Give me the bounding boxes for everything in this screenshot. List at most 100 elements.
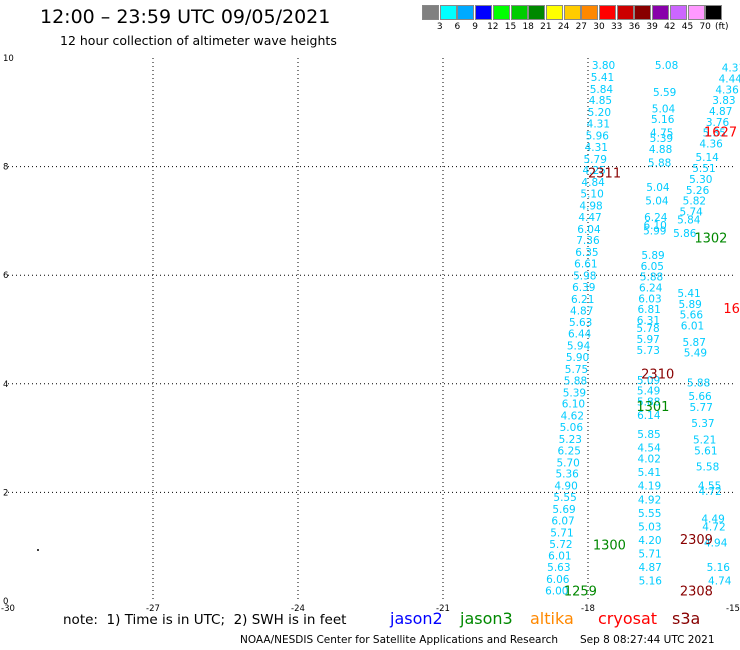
- wave-height-label: 5.98: [573, 271, 596, 283]
- wave-height-label: 5.84: [590, 84, 614, 96]
- wave-height-label: 5.99: [643, 225, 666, 237]
- wave-height-label: 6.35: [575, 247, 598, 259]
- footer-timestamp: Sep 8 08:27:44 UTC 2021: [580, 634, 715, 646]
- wave-height-label: 6.01: [681, 321, 704, 333]
- wave-height-label: 5.37: [691, 418, 714, 430]
- wave-height-label: 5.39: [563, 387, 586, 399]
- wave-height-label: 5.14: [695, 152, 719, 164]
- wave-height-label: 6.06: [546, 574, 570, 586]
- wave-height-label: 5.88: [637, 397, 660, 409]
- color-scale-label: 9: [472, 22, 478, 32]
- wave-height-label: 5.09: [637, 375, 660, 387]
- wave-height-label: 5.85: [637, 429, 660, 441]
- color-swatch: [528, 5, 546, 20]
- wave-height-label: 5.49: [637, 386, 660, 398]
- wave-height-label: 5.35: [703, 128, 726, 140]
- wave-height-label: 5.78: [636, 323, 659, 335]
- wave-height-label: 5.82: [683, 196, 706, 208]
- color-scale-label: 21: [540, 22, 552, 32]
- wave-height-label: 5.59: [653, 87, 676, 99]
- pass-time-label: 2311: [588, 166, 621, 181]
- pass-time-label: 1259: [564, 585, 597, 600]
- pass-time-label: 2309: [680, 533, 713, 548]
- wave-height-label: 5.89: [678, 299, 701, 311]
- wave-height-label: 5.69: [552, 504, 575, 516]
- wave-height-label: 5.63: [569, 317, 592, 329]
- wave-height-label: 4.31: [587, 119, 610, 131]
- wave-height-label: 5.04: [646, 182, 670, 194]
- wave-height-label: 6.24: [644, 212, 668, 224]
- color-scale-label: 70: [699, 22, 711, 32]
- wave-height-label: 6.61: [574, 259, 597, 271]
- y-tick-label: 6: [3, 271, 8, 281]
- wave-height-label: 4.84: [581, 177, 605, 189]
- wave-height-label: 5.75: [565, 364, 588, 376]
- wave-height-label: 5.88: [640, 272, 663, 284]
- wave-height-label: 6.25: [558, 445, 581, 457]
- footer-source: NOAA/NESDIS Center for Satellite Applica…: [240, 634, 558, 646]
- wave-height-label: 5.21: [693, 435, 716, 447]
- color-scale-label: 36: [628, 22, 641, 32]
- map-title: 12:00 – 23:59 UTC 09/05/2021: [40, 6, 331, 28]
- y-tick-label: 8: [3, 163, 8, 173]
- wave-height-label: 6.21: [571, 294, 594, 306]
- wave-height-label: 4.87: [709, 106, 732, 118]
- wave-height-label: 6.24: [639, 282, 663, 294]
- wave-height-label: 6.14: [637, 410, 661, 422]
- x-tick-label: -24: [291, 604, 305, 614]
- color-swatch: [492, 5, 510, 20]
- wave-height-label: 5.86: [673, 228, 697, 240]
- wave-height-label: 5.23: [559, 434, 582, 446]
- wave-height-label: 6.04: [577, 224, 601, 236]
- wave-height-label: 4.25: [582, 165, 605, 177]
- pass-time-label: 1300: [593, 538, 626, 553]
- wave-height-label: 6.01: [548, 551, 571, 563]
- satellite-legend-item: cryosat: [598, 609, 658, 628]
- wave-height-label: 5.16: [639, 576, 663, 588]
- map-subtitle: 12 hour collection of altimeter wave hei…: [60, 33, 337, 48]
- wave-height-label: 5.90: [566, 352, 589, 364]
- wave-height-label: 4.02: [638, 454, 661, 466]
- color-scale-label: 42: [664, 22, 676, 32]
- wave-height-label: 6.00: [545, 585, 568, 597]
- wave-height-label: 4.44: [719, 73, 740, 85]
- wave-height-label: 4.47: [578, 212, 601, 224]
- color-scale-label: 33: [610, 22, 623, 32]
- color-swatch: [475, 5, 493, 20]
- wave-height-label: 5.79: [584, 154, 607, 166]
- wave-height-label: 5.70: [556, 457, 579, 469]
- x-tick-label: -21: [436, 604, 450, 614]
- wave-height-label: 5.88: [648, 158, 671, 170]
- color-swatch: [669, 5, 687, 20]
- wave-height-label: 7.36: [576, 235, 600, 247]
- wave-height-label: 5.36: [555, 469, 579, 481]
- wave-height-label: 5.88: [564, 375, 587, 387]
- wave-height-label: 5.30: [689, 174, 712, 186]
- legend-note: note: 1) Time is in UTC; 2) SWH is in fe…: [63, 612, 347, 628]
- color-swatch: [616, 5, 634, 20]
- wave-height-label: 5.39: [650, 133, 673, 145]
- satellite-legend-item: s3a: [672, 609, 701, 628]
- wave-height-label: 4.20: [638, 535, 661, 547]
- satellite-legend-item: altika: [530, 609, 574, 628]
- wave-height-label: 5.26: [686, 185, 710, 197]
- color-swatch: [563, 5, 581, 20]
- wave-height-label: 6.03: [638, 293, 661, 305]
- pass-time-label: 1302: [694, 232, 727, 247]
- satellite-legend-item: jason2: [390, 609, 443, 628]
- y-tick-label: 10: [3, 54, 14, 64]
- wave-height-label: 6.10: [562, 399, 585, 411]
- wave-height-label: 5.72: [549, 539, 572, 551]
- wave-height-label: 5.49: [684, 348, 707, 360]
- wave-height-label: 5.41: [677, 288, 700, 300]
- color-swatch: [652, 5, 670, 20]
- wave-height-label: 5.04: [652, 103, 676, 115]
- wave-height-label: 4.31: [722, 63, 740, 75]
- color-swatch: [439, 5, 457, 20]
- wave-height-label: 5.73: [637, 345, 660, 357]
- x-tick-label: -15: [726, 604, 740, 614]
- wave-height-label: 5.84: [677, 215, 701, 227]
- color-scale-label: 30: [593, 22, 605, 32]
